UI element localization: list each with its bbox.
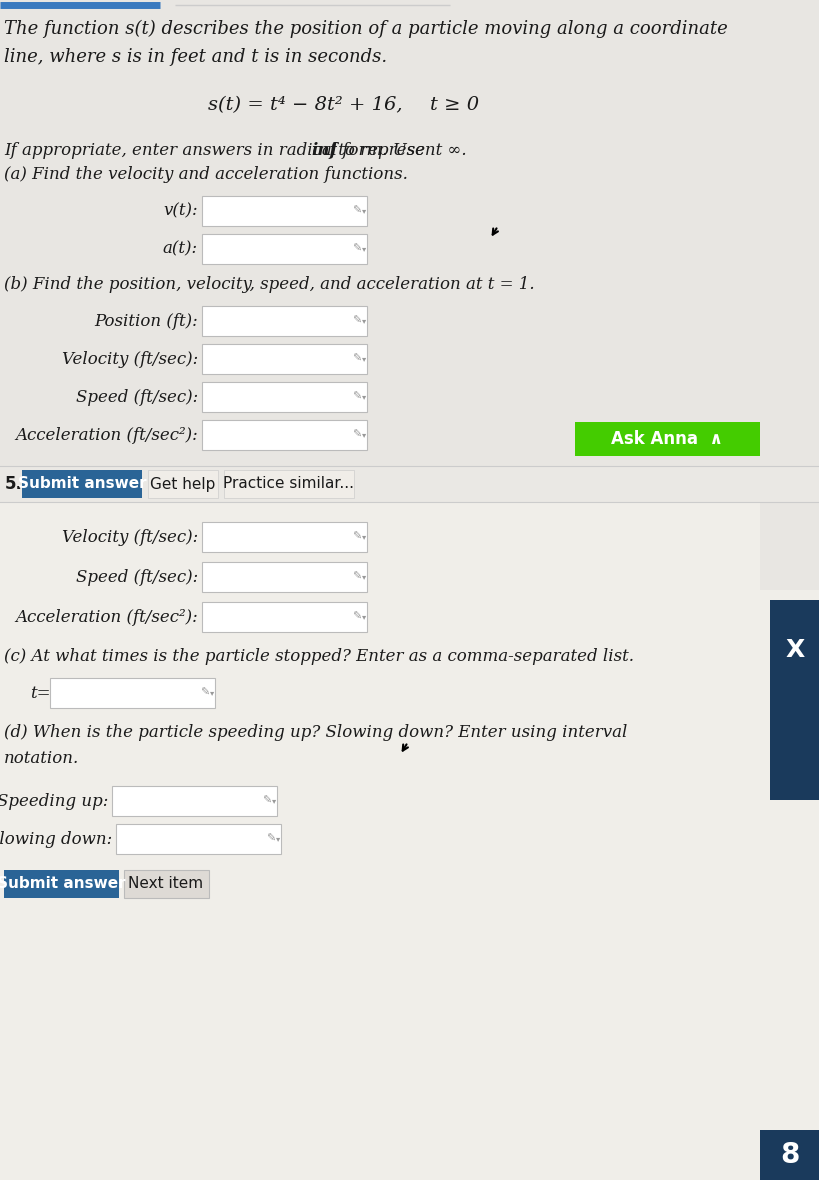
Text: (b) Find the position, velocity, speed, and acceleration at t = 1.: (b) Find the position, velocity, speed, … [4, 276, 534, 293]
Text: Submit answer: Submit answer [18, 477, 146, 492]
Text: ✎: ✎ [352, 572, 361, 582]
Text: ✎: ✎ [352, 392, 361, 402]
Text: ✎: ✎ [352, 430, 361, 440]
Text: Practice similar...: Practice similar... [224, 477, 354, 492]
Text: ▾: ▾ [361, 431, 365, 439]
Text: Next item: Next item [129, 877, 203, 892]
Text: Acceleration (ft/sec²):: Acceleration (ft/sec²): [16, 609, 197, 625]
Text: ▾: ▾ [275, 834, 280, 844]
Bar [22, 470, 142, 498]
Bar [50, 678, 215, 708]
Bar [147, 470, 218, 498]
Text: Speeding up:: Speeding up: [0, 793, 108, 809]
Bar [201, 196, 367, 227]
Text: ▾: ▾ [361, 532, 365, 542]
Bar [201, 562, 367, 592]
Bar [112, 786, 277, 817]
Text: ▾: ▾ [361, 316, 365, 326]
Text: ▾: ▾ [272, 796, 276, 806]
Text: (c) At what times is the particle stopped? Enter as a comma-separated list.: (c) At what times is the particle stoppe… [4, 648, 633, 666]
Bar [201, 234, 367, 264]
Bar [201, 522, 367, 552]
Text: ▾: ▾ [210, 688, 214, 697]
Bar [224, 470, 354, 498]
Text: Submit answer: Submit answer [0, 877, 125, 892]
Text: (a) Find the velocity and acceleration functions.: (a) Find the velocity and acceleration f… [4, 166, 407, 183]
Text: Speed (ft/sec):: Speed (ft/sec): [75, 569, 197, 585]
Text: ✎: ✎ [352, 354, 361, 363]
Text: If appropriate, enter answers in radical form. Use: If appropriate, enter answers in radical… [4, 142, 430, 159]
Text: Acceleration (ft/sec²):: Acceleration (ft/sec²): [16, 426, 197, 444]
Bar [201, 345, 367, 374]
Bar [201, 382, 367, 412]
Text: ✎: ✎ [352, 612, 361, 622]
Text: s(t) = t⁴ − 8t² + 16,: s(t) = t⁴ − 8t² + 16, [207, 96, 402, 114]
Text: ▾: ▾ [361, 612, 365, 622]
Text: ✎: ✎ [352, 244, 361, 254]
Bar [0, 502, 759, 1180]
Text: (d) When is the particle speeding up? Slowing down? Enter using interval: (d) When is the particle speeding up? Sl… [4, 725, 627, 741]
Bar [201, 602, 367, 632]
Bar [769, 599, 819, 800]
Text: ✎: ✎ [262, 796, 271, 806]
Text: ✎: ✎ [266, 834, 275, 844]
Text: ▾: ▾ [361, 206, 365, 216]
Bar [4, 870, 119, 898]
Text: ▾: ▾ [361, 572, 365, 582]
Text: t ≥ 0: t ≥ 0 [429, 96, 478, 114]
Text: Velocity (ft/sec):: Velocity (ft/sec): [61, 350, 197, 367]
Text: ▾: ▾ [361, 244, 365, 254]
Text: Speed (ft/sec):: Speed (ft/sec): [75, 388, 197, 406]
Text: ✎: ✎ [352, 206, 361, 216]
Text: The function s(t) describes the position of a particle moving along a coordinate: The function s(t) describes the position… [4, 20, 727, 38]
Text: Position (ft):: Position (ft): [94, 313, 197, 329]
Text: v(t):: v(t): [163, 203, 197, 219]
Text: X: X [785, 638, 803, 662]
Text: ✎: ✎ [352, 316, 361, 326]
Text: Ask Anna  ∧: Ask Anna ∧ [610, 430, 722, 448]
Text: Slowing down:: Slowing down: [0, 831, 112, 847]
Text: to represent ∞.: to represent ∞. [333, 142, 466, 159]
Bar [574, 422, 759, 455]
Text: a(t):: a(t): [163, 241, 197, 257]
Bar [201, 306, 367, 336]
Bar [759, 1130, 819, 1180]
Text: ▾: ▾ [361, 393, 365, 401]
Text: t=: t= [30, 684, 51, 701]
Bar [201, 420, 367, 450]
Bar [0, 502, 545, 1180]
Bar [0, 590, 819, 1180]
Text: ✎: ✎ [352, 532, 361, 542]
Text: Get help: Get help [150, 477, 215, 492]
Text: inf: inf [310, 142, 337, 159]
Text: notation.: notation. [4, 750, 79, 767]
Bar [0, 466, 819, 502]
Text: 8: 8 [780, 1141, 799, 1169]
Text: line, where s is in feet and t is in seconds.: line, where s is in feet and t is in sec… [4, 48, 387, 66]
Text: ✎: ✎ [200, 688, 210, 699]
Bar [124, 870, 209, 898]
Text: ▾: ▾ [361, 354, 365, 363]
Text: Velocity (ft/sec):: Velocity (ft/sec): [61, 529, 197, 545]
Bar [115, 824, 281, 854]
Text: 5.: 5. [5, 476, 23, 493]
